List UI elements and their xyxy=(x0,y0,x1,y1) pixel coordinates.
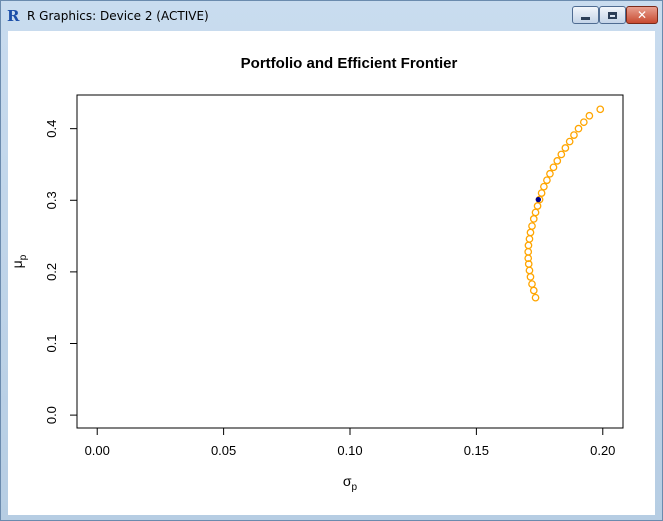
x-tick-label: 0.20 xyxy=(590,443,615,458)
frontier-point xyxy=(596,105,605,114)
frontier-point xyxy=(524,247,533,256)
close-button[interactable]: ✕ xyxy=(626,6,658,24)
frontier-point xyxy=(585,111,594,120)
x-axis-label-main: σ xyxy=(343,473,352,489)
maximize-icon xyxy=(608,11,617,19)
y-tick-label: 0.2 xyxy=(44,263,59,281)
minimize-icon xyxy=(581,16,590,20)
frontier-point xyxy=(529,286,538,295)
x-axis-label: σp xyxy=(343,473,358,493)
close-icon: ✕ xyxy=(636,8,648,22)
frontier-point xyxy=(528,222,536,230)
maximize-button[interactable] xyxy=(599,6,626,24)
frontier-point xyxy=(528,280,536,288)
chart-title: Portfolio and Efficient Frontier xyxy=(241,55,458,72)
frontier-point xyxy=(549,163,558,172)
frontier-point xyxy=(524,241,533,250)
y-axis: 0.0 0.1 0.2 0.3 0.4 xyxy=(44,120,78,424)
frontier-point xyxy=(540,182,548,191)
plot-canvas: Portfolio and Efficient Frontier 0.00 0.0… xyxy=(8,31,655,515)
frontier-point xyxy=(565,137,574,146)
frontier-point xyxy=(526,228,535,237)
frontier-points xyxy=(524,105,605,302)
frontier-point xyxy=(570,131,578,139)
x-axis: 0.00 0.05 0.10 0.15 0.20 xyxy=(85,427,615,458)
frontier-point xyxy=(537,189,546,197)
r-logo-icon: R xyxy=(7,7,20,25)
frontier-point xyxy=(531,293,540,302)
frontier-point xyxy=(525,235,534,243)
x-tick-label: 0.00 xyxy=(85,443,110,458)
frontier-point xyxy=(526,273,535,281)
frontier-point xyxy=(579,118,588,127)
y-tick-label: 0.3 xyxy=(44,191,59,209)
y-tick-label: 0.0 xyxy=(44,406,59,424)
highlight-point xyxy=(535,196,542,203)
y-axis-label-sub: p xyxy=(18,254,29,260)
x-tick-label: 0.15 xyxy=(464,443,489,458)
x-tick-label: 0.05 xyxy=(211,443,236,458)
x-tick-label: 0.10 xyxy=(337,443,362,458)
frontier-point xyxy=(574,124,583,133)
frontier-point xyxy=(557,150,566,159)
y-axis-label: μp xyxy=(9,254,29,268)
frontier-point xyxy=(531,208,540,217)
title-bar[interactable]: R R Graphics: Device 2 (ACTIVE) ✕ xyxy=(1,1,662,31)
frontier-point xyxy=(546,169,554,178)
y-tick-label: 0.1 xyxy=(44,334,59,352)
frontier-point xyxy=(561,144,570,152)
window-title: R Graphics: Device 2 (ACTIVE) xyxy=(27,9,209,23)
frontier-point xyxy=(533,202,542,210)
frontier-point xyxy=(553,157,562,165)
y-axis-label-main: μ xyxy=(9,260,25,268)
minimize-button[interactable] xyxy=(572,6,599,24)
plot-frame xyxy=(76,94,624,429)
plot-svg: Portfolio and Efficient Frontier 0.00 0.0… xyxy=(9,55,624,493)
frontier-point xyxy=(525,266,534,275)
x-axis-label-sub: p xyxy=(352,482,358,493)
frontier-point xyxy=(543,176,551,185)
frontier-point xyxy=(529,215,538,223)
y-tick-label: 0.4 xyxy=(44,120,59,138)
